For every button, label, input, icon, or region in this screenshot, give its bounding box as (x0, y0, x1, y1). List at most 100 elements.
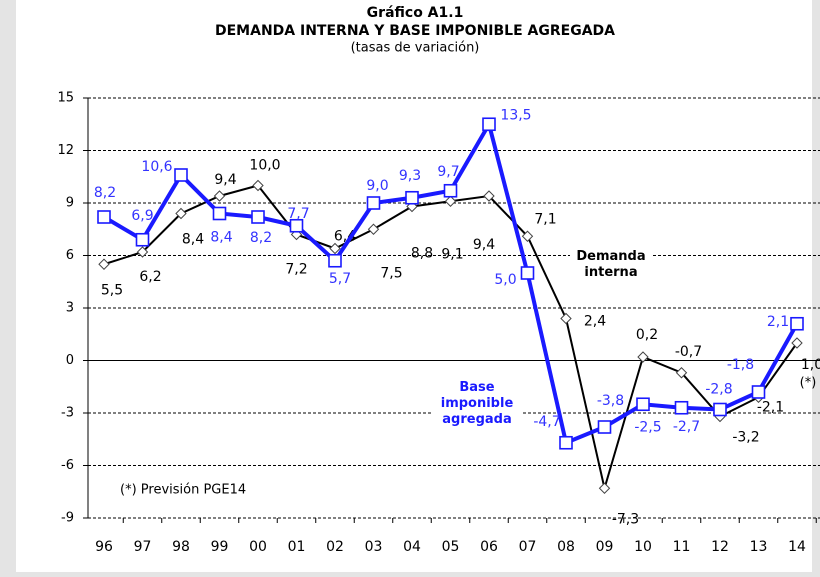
value-label: -1,8 (727, 357, 754, 373)
point-marker (252, 179, 264, 192)
x-tick-label: 12 (711, 539, 729, 555)
point-marker (97, 210, 111, 224)
point-marker (482, 117, 496, 132)
x-tick-label: 96 (95, 539, 113, 555)
value-label: -3,8 (597, 393, 624, 409)
value-label: 13,5 (500, 107, 531, 123)
point-marker (791, 337, 803, 349)
point-marker (98, 258, 110, 270)
value-label: 6,9 (131, 208, 153, 224)
point-marker (675, 367, 688, 379)
x-tick-label: 05 (442, 539, 460, 555)
point-marker (751, 385, 766, 399)
x-tick-label: 01 (288, 539, 306, 555)
value-label: 8,2 (94, 185, 116, 201)
chart-title: Gráfico A1.1 (367, 5, 464, 21)
chart-note: (tasas de variación) (351, 41, 480, 56)
value-label: 10,0 (249, 158, 280, 174)
y-tick-label: 15 (57, 91, 74, 106)
y-tick-label: -6 (61, 458, 74, 473)
point-marker (366, 196, 381, 210)
y-tick-label: 6 (66, 248, 74, 263)
value-label: -2,1 (757, 399, 784, 415)
x-tick-label: 09 (596, 539, 614, 555)
footnote: (*) Previsión PGE14 (120, 483, 246, 498)
point-marker (637, 351, 649, 363)
value-label: 7,1 (534, 211, 556, 227)
x-tick-label: 99 (211, 539, 229, 555)
point-marker (367, 223, 380, 235)
value-label: 9,3 (399, 168, 421, 184)
value-label: 7,7 (287, 206, 309, 222)
point-marker (674, 400, 689, 415)
value-label: 8,4 (182, 232, 204, 248)
value-label: 7,2 (285, 262, 307, 278)
y-tick-label: -3 (61, 406, 74, 421)
y-tick-label: 9 (66, 196, 74, 211)
x-tick-label: 03 (365, 539, 383, 555)
point-marker (212, 206, 227, 221)
forecast-mark: (*) (800, 376, 817, 391)
value-label: -0,7 (675, 344, 702, 360)
x-tick-label: 97 (134, 539, 152, 555)
y-tick-label: 12 (57, 143, 74, 158)
legend-demanda: Demanda interna (570, 249, 652, 281)
point-marker (444, 195, 457, 207)
point-marker (598, 482, 611, 494)
x-tick-label: 07 (519, 539, 537, 555)
point-marker (790, 316, 804, 331)
value-label: 1,0 (801, 357, 820, 373)
value-label: 2,1 (767, 314, 789, 330)
y-tick-label: 0 (66, 353, 74, 368)
x-tick-label: 10 (634, 539, 652, 555)
point-marker (213, 190, 226, 202)
point-marker (328, 253, 342, 268)
y-tick-label: -9 (61, 511, 74, 526)
point-marker (560, 312, 572, 325)
point-marker (175, 207, 187, 220)
value-label: -7,3 (612, 511, 639, 527)
y-tick-label: 3 (66, 301, 74, 316)
value-label: 8,2 (250, 230, 272, 246)
value-label: 5,7 (329, 271, 351, 287)
x-tick-label: 06 (480, 539, 498, 555)
point-marker (289, 218, 304, 233)
point-marker (559, 435, 573, 450)
value-label: 8,4 (210, 230, 232, 246)
point-marker (329, 242, 341, 255)
point-marker (483, 190, 495, 202)
x-tick-label: 00 (249, 539, 267, 555)
x-tick-label: 14 (788, 539, 806, 555)
value-label: 2,4 (584, 314, 606, 330)
point-marker (174, 168, 188, 182)
point-marker (443, 183, 458, 198)
x-tick-label: 11 (673, 539, 691, 555)
value-label: -2,8 (705, 382, 732, 398)
value-label: 5,5 (101, 282, 123, 298)
value-label: 9,1 (441, 246, 463, 262)
x-tick-label: 08 (557, 539, 575, 555)
value-label: -4,7 (533, 414, 560, 430)
value-label: 9,7 (437, 164, 459, 180)
x-tick-label: 04 (403, 539, 421, 555)
point-marker (521, 230, 534, 242)
chart-subtitle: DEMANDA INTERNA Y BASE IMPONIBLE AGREGAD… (215, 23, 615, 39)
x-tick-label: 98 (172, 539, 190, 555)
value-label: 0,2 (636, 327, 658, 343)
value-label: -3,2 (732, 430, 759, 446)
point-marker (136, 246, 149, 258)
value-label: 5,0 (494, 272, 516, 288)
point-marker (520, 266, 535, 280)
value-label: 9,4 (214, 172, 236, 188)
value-label: 9,4 (473, 237, 495, 253)
value-label: 10,6 (141, 159, 172, 175)
value-label: 6,2 (139, 269, 161, 285)
panel (16, 0, 812, 572)
x-tick-label: 13 (750, 539, 768, 555)
point-marker (405, 190, 419, 205)
point-marker (713, 402, 727, 417)
point-marker (636, 397, 650, 412)
value-label: 8,8 (411, 246, 433, 262)
